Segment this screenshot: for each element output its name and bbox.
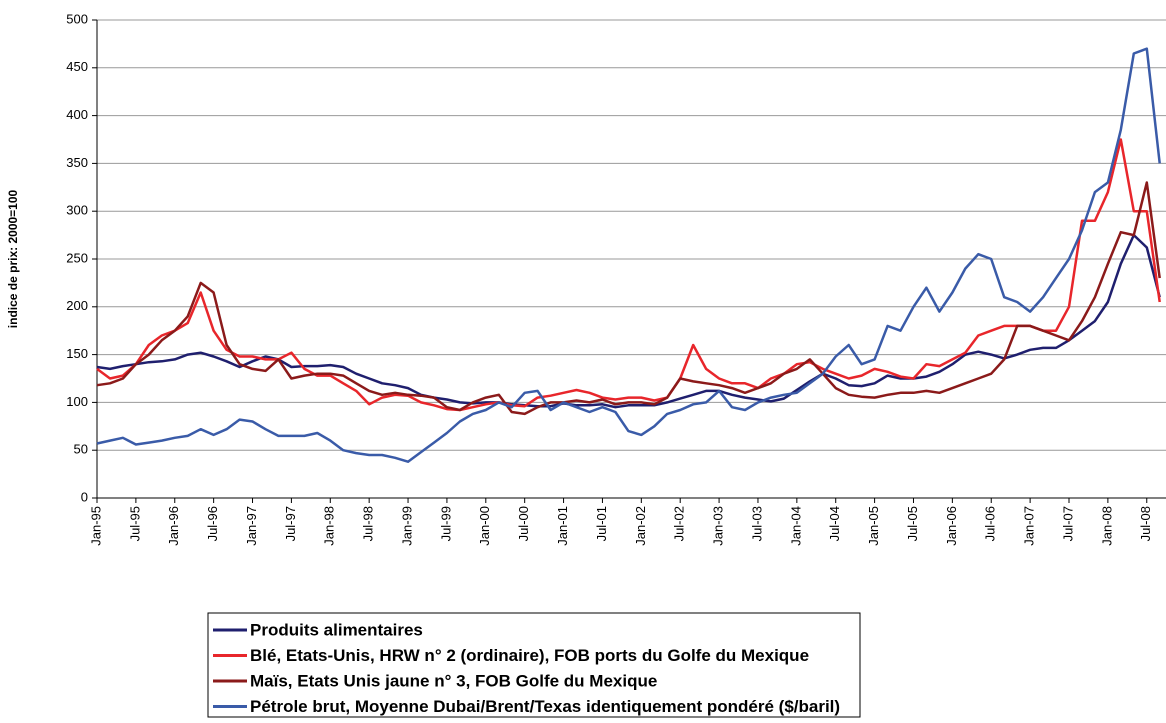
x-tick-label: Jan-01: [555, 506, 570, 546]
y-tick-label: 400: [66, 107, 88, 122]
y-tick-label: 150: [66, 346, 88, 361]
x-tick-label: Jan-04: [788, 506, 803, 546]
legend-label: Blé, Etats-Unis, HRW n° 2 (ordinaire), F…: [250, 646, 809, 665]
x-tick-label: Jan-96: [166, 506, 181, 546]
y-tick-label: 100: [66, 394, 88, 409]
x-tick-label: Jan-03: [711, 506, 726, 546]
x-tick-label: Jul-07: [1060, 506, 1075, 541]
legend-label: Maïs, Etats Unis jaune n° 3, FOB Golfe d…: [250, 671, 657, 690]
y-tick-label: 450: [66, 59, 88, 74]
x-tick-label: Jan-99: [399, 506, 414, 546]
y-tick-label: 350: [66, 155, 88, 170]
x-tick-label: Jan-98: [322, 506, 337, 546]
y-tick-label: 500: [66, 11, 88, 26]
x-tick-label: Jan-02: [633, 506, 648, 546]
x-tick-label: Jul-01: [594, 506, 609, 541]
legend-box: [207, 612, 861, 718]
x-tick-label: Jan-06: [944, 506, 959, 546]
y-tick-label: 300: [66, 203, 88, 218]
x-tick-label: Jul-06: [983, 506, 998, 541]
x-tick-label: Jul-97: [283, 506, 298, 541]
x-tick-label: Jan-07: [1022, 506, 1037, 546]
y-axis-title: indice de prix: 2000=100: [6, 189, 20, 328]
legend-label: Pétrole brut, Moyenne Dubai/Brent/Texas …: [250, 697, 840, 716]
x-tick-label: Jul-04: [827, 506, 842, 541]
x-tick-label: Jan-00: [477, 506, 492, 546]
data-line: [96, 138, 1161, 412]
data-line: [96, 181, 1161, 416]
x-tick-label: Jul-96: [205, 506, 220, 541]
data-line: [96, 233, 1161, 409]
data-line: [96, 47, 1161, 463]
x-tick-label: Jul-00: [516, 506, 531, 541]
x-tick-label: Jul-95: [127, 506, 142, 541]
x-tick-label: Jul-08: [1138, 506, 1153, 541]
x-tick-label: Jan-08: [1099, 506, 1114, 546]
y-tick-label: 250: [66, 250, 88, 265]
x-tick-label: Jan-05: [866, 506, 881, 546]
x-tick-label: Jul-99: [438, 506, 453, 541]
x-tick-label: Jul-98: [361, 506, 376, 541]
x-tick-label: Jul-03: [749, 506, 764, 541]
legend-label: Produits alimentaires: [250, 620, 423, 639]
y-tick-label: 50: [74, 442, 88, 457]
x-tick-label: Jul-02: [672, 506, 687, 541]
x-tick-label: Jan-95: [88, 506, 103, 546]
y-tick-label: 0: [81, 489, 88, 504]
x-tick-label: Jan-97: [244, 506, 259, 546]
x-tick-label: Jul-05: [905, 506, 920, 541]
y-tick-label: 200: [66, 298, 88, 313]
